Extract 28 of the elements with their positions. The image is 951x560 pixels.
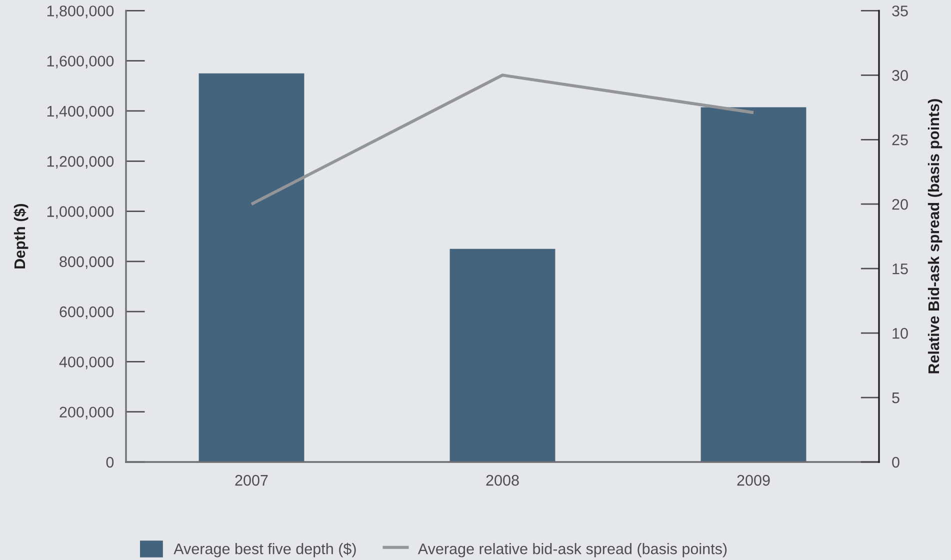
legend-label: Average relative bid-ask spread (basis points)	[418, 543, 727, 558]
x-tick-label: 2009	[737, 474, 770, 486]
legend-label: Average best five depth ($)	[174, 542, 356, 558]
y2-tick-label: 10	[892, 328, 908, 339]
y-tick-label: 1,000,000	[47, 206, 114, 219]
x-tick-label: 2008	[486, 474, 519, 486]
y-axis-title: Depth ($)	[14, 204, 28, 268]
y-tick-label: 1,200,000	[47, 156, 114, 169]
y2-tick-label: 0	[892, 456, 900, 468]
x-tick-label: 2007	[235, 474, 268, 486]
y-tick-label: 200,000	[60, 406, 114, 420]
y-tick-label: 1,600,000	[47, 56, 114, 68]
y-tick-label: 0	[106, 456, 114, 468]
bar	[198, 73, 304, 462]
y-tick-label: 800,000	[60, 256, 114, 269]
bar	[700, 107, 806, 462]
y2-tick-label: 30	[892, 70, 908, 81]
y2-tick-label: 25	[892, 134, 908, 146]
y2-tick-label: 15	[892, 264, 908, 274]
y-tick-label: 1,400,000	[47, 106, 114, 118]
y2-tick-label: 20	[892, 198, 908, 210]
y-tick-label: 600,000	[60, 306, 114, 320]
y2-tick-label: 35	[892, 6, 908, 16]
y-tick-label: 1,800,000	[47, 6, 114, 18]
y2-tick-label: 5	[892, 392, 900, 404]
y2-axis-title: Relative Bid-ask spread (basis points)	[928, 99, 942, 374]
y-tick-label: 400,000	[59, 356, 114, 370]
bar	[450, 248, 556, 462]
